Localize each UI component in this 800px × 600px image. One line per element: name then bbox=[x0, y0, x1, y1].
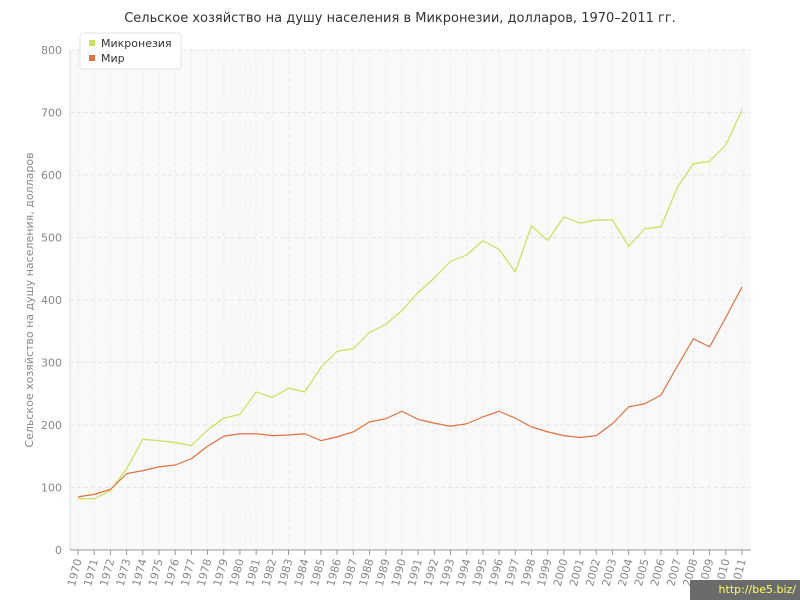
y-tick-label: 200 bbox=[41, 419, 62, 432]
legend-label-world: Мир bbox=[101, 52, 125, 65]
y-tick-label: 800 bbox=[41, 44, 62, 57]
y-tick-label: 100 bbox=[41, 482, 62, 495]
watermark[interactable]: http://be5.biz/ bbox=[690, 580, 800, 600]
legend-label-micronesia: Микронезия bbox=[101, 37, 172, 50]
legend-swatch-world bbox=[89, 55, 95, 61]
y-tick-label: 300 bbox=[41, 357, 62, 370]
legend-box bbox=[79, 32, 182, 70]
y-tick-label: 500 bbox=[41, 232, 62, 245]
series-lines bbox=[77, 109, 743, 500]
chart-title: Сельское хозяйство на душу населения в М… bbox=[124, 11, 676, 26]
y-tick-label: 700 bbox=[41, 107, 62, 120]
y-tick-label: 0 bbox=[55, 544, 62, 557]
x-axis-ticks: 1970197119721973197419751976197719781979… bbox=[65, 549, 751, 588]
legend-swatch-micronesia bbox=[89, 40, 95, 46]
legend: Микронезия Мир bbox=[79, 32, 182, 70]
y-axis-label: Сельское хозяйство на душу населения, до… bbox=[23, 152, 36, 447]
y-tick-label: 600 bbox=[41, 169, 62, 182]
y-tick-label: 400 bbox=[41, 294, 62, 307]
plot-area bbox=[70, 50, 751, 550]
grid bbox=[70, 49, 751, 550]
series-line-micronesia bbox=[78, 109, 743, 500]
series-line-world bbox=[77, 286, 743, 498]
y-axis-ticks: 0 100 200 300 400 500 600 700 800 bbox=[41, 44, 71, 557]
